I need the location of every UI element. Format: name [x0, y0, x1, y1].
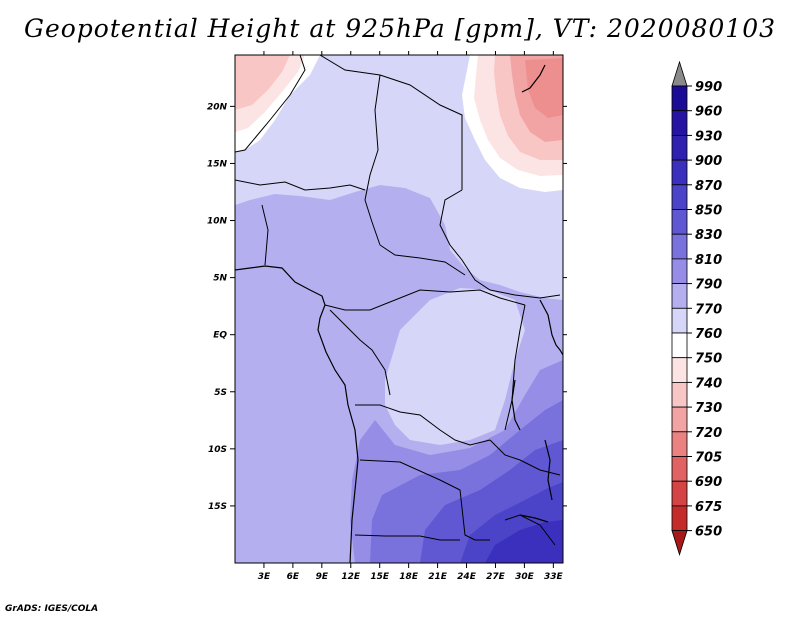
- border-zimbabwe: [504, 514, 556, 546]
- colorbar-label: 650: [695, 525, 722, 540]
- atlantic-coastline: [235, 265, 359, 563]
- field-720-ne: [525, 58, 563, 118]
- lake-malawi: [544, 439, 553, 501]
- border-niger-nigeria: [235, 179, 366, 191]
- lat-tick-label: 10N: [207, 217, 228, 227]
- border-zambia-tanzania: [489, 439, 561, 476]
- colorbar-label: 730: [695, 401, 722, 416]
- lon-tick-label: 33E: [544, 572, 564, 582]
- lat-tick-label: 20N: [207, 102, 228, 112]
- lon-tick-label: 27E: [486, 572, 506, 582]
- colorbar-label: 830: [695, 228, 722, 243]
- lat-tick-label: 15S: [208, 502, 227, 512]
- field-790-central: [250, 188, 455, 310]
- lon-tick-label: 3E: [258, 572, 271, 582]
- height-field: [235, 55, 563, 563]
- colorbar-swatch: [671, 357, 688, 383]
- colorbar-label: 960: [695, 105, 722, 120]
- colorbar-label: 810: [695, 253, 722, 268]
- border-libya-chad: [319, 55, 463, 190]
- lake-kariba: [519, 514, 549, 523]
- lat-tick-label: 5S: [214, 388, 227, 398]
- map-title: Geopotential Height at 925hPa [gpm], VT:…: [23, 14, 777, 43]
- colorbar-label: 930: [695, 129, 722, 144]
- colorbar-swatch: [671, 406, 688, 433]
- colorbar-label: 740: [695, 376, 722, 391]
- field-740-nw: [235, 55, 290, 110]
- colorbar-swatch: [671, 209, 688, 235]
- lon-tick-label: 12E: [341, 572, 361, 582]
- colorbar-swatch: [671, 159, 688, 186]
- colorbar-bottom-arrow: [671, 530, 688, 556]
- colorbar-swatch: [671, 505, 688, 531]
- lon-tick-label: 21E: [428, 572, 448, 582]
- colorbar-swatch: [671, 134, 688, 161]
- colorbar-label: 750: [695, 352, 722, 367]
- colorbar-label: 990: [695, 80, 722, 95]
- border-niger-chad: [364, 74, 381, 246]
- colorbar-swatch: [671, 480, 688, 507]
- lon-tick-label: 9E: [316, 572, 329, 582]
- lon-tick-label: 6E: [287, 572, 300, 582]
- lat-tick-label: 15N: [207, 159, 228, 169]
- border-benin-nigeria: [261, 204, 269, 266]
- colorbar-label: 770: [695, 302, 722, 317]
- lon-tick-label: 15E: [370, 572, 390, 582]
- lon-tick-label: 18E: [399, 572, 419, 582]
- colorbar-top-arrow: [671, 60, 688, 87]
- border-drc-east: [504, 304, 526, 431]
- lat-tick-label: 10S: [208, 445, 227, 455]
- colorbar-swatch: [671, 258, 688, 284]
- colorbar-swatch: [671, 307, 688, 334]
- colorbar: 990 960 930 900 870 850 830 810 790 770 760 750 740 7…: [671, 60, 722, 556]
- lat-tick-label: EQ: [213, 331, 227, 341]
- colorbar-swatch: [671, 381, 688, 408]
- colorbar-label: 870: [695, 179, 722, 194]
- border-namibia-angola: [354, 534, 460, 541]
- colorbar-swatch: [671, 456, 688, 482]
- colorbar-label: 675: [695, 500, 722, 515]
- border-car-north: [379, 244, 466, 276]
- political-borders: [235, 55, 563, 563]
- field-770-congo: [385, 288, 525, 445]
- border-chad-sudan: [439, 189, 561, 299]
- nile-river-ne: [521, 64, 546, 93]
- border-car-drc: [324, 289, 526, 311]
- border-algeria-niger: [235, 55, 306, 153]
- lake-tanganyika: [511, 379, 521, 431]
- colorbar-swatch: [671, 110, 688, 136]
- field-900-south: [485, 520, 563, 563]
- colorbar-swatch: [671, 431, 688, 457]
- colorbar-swatch: [671, 332, 688, 359]
- colorbar-label: 900: [695, 154, 722, 169]
- colorbar-swatch: [671, 233, 688, 260]
- colorbar-swatch: [671, 184, 688, 210]
- lake-victoria-outline: [539, 299, 563, 356]
- credit-label: GrADS: IGES/COLA: [5, 604, 99, 614]
- colorbar-label: 720: [695, 426, 722, 441]
- border-congo-gabon: [329, 309, 391, 396]
- colorbar-swatch: [671, 283, 688, 309]
- lon-tick-label: 30E: [515, 572, 535, 582]
- colorbar-label: 690: [695, 475, 722, 490]
- map-frame: [234, 54, 564, 564]
- border-drc-angola: [355, 404, 491, 446]
- colorbar-label: 705: [695, 451, 722, 466]
- colorbar-label: 850: [695, 204, 722, 219]
- lat-tick-label: 5N: [213, 274, 227, 284]
- lon-tick-label: 24E: [457, 572, 477, 582]
- colorbar-swatch: [671, 85, 688, 112]
- border-angola-zambia: [359, 459, 490, 541]
- colorbar-label: 790: [695, 278, 722, 293]
- colorbar-label: 760: [695, 327, 722, 342]
- axis-ticks: 3E 6E 9E 12E 15E 18E 21E 24E 27E 30E 33E 20N 15N 10N 5…: [207, 51, 567, 582]
